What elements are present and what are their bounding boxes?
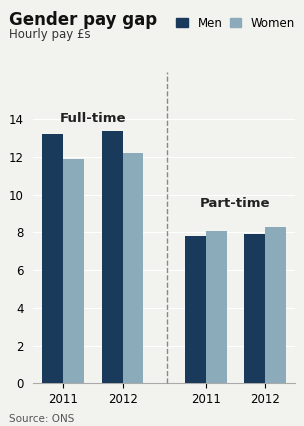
- Text: Full-time: Full-time: [60, 112, 126, 125]
- Legend: Men, Women: Men, Women: [176, 17, 295, 29]
- Text: Gender pay gap: Gender pay gap: [9, 11, 157, 29]
- Bar: [63, 159, 84, 383]
- Bar: [102, 131, 123, 383]
- Bar: [265, 227, 286, 383]
- Bar: [206, 230, 226, 383]
- Text: Hourly pay £s: Hourly pay £s: [9, 28, 91, 41]
- Bar: [244, 234, 265, 383]
- Bar: [123, 153, 143, 383]
- Bar: [185, 236, 206, 383]
- Text: Source: ONS: Source: ONS: [9, 414, 74, 424]
- Text: Part-time: Part-time: [200, 197, 271, 210]
- Bar: [42, 134, 63, 383]
